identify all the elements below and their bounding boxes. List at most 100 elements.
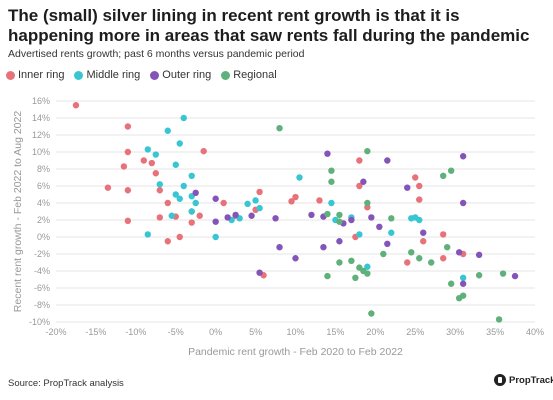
point-regional[interactable] — [352, 274, 359, 281]
point-regional[interactable] — [443, 244, 451, 251]
point-middle-ring[interactable] — [188, 208, 195, 215]
point-middle-ring[interactable] — [168, 212, 175, 219]
point-outer-ring[interactable] — [212, 218, 219, 225]
legend-item-outer-ring[interactable]: Outer ring — [150, 69, 211, 81]
point-inner-ring[interactable] — [176, 233, 183, 241]
point-middle-ring[interactable] — [172, 191, 179, 198]
point-regional[interactable] — [364, 199, 371, 207]
point-outer-ring[interactable] — [384, 157, 391, 164]
point-inner-ring[interactable] — [196, 212, 203, 219]
point-middle-ring[interactable] — [176, 195, 183, 202]
legend-item-regional[interactable]: Regional — [221, 69, 277, 81]
point-middle-ring[interactable] — [180, 182, 187, 190]
point-middle-ring[interactable] — [252, 197, 259, 204]
point-inner-ring[interactable] — [220, 199, 227, 207]
point-middle-ring[interactable] — [156, 181, 163, 188]
point-inner-ring[interactable] — [316, 197, 323, 204]
point-regional[interactable] — [428, 259, 435, 266]
point-regional[interactable] — [368, 310, 375, 317]
point-regional[interactable] — [447, 167, 455, 174]
point-middle-ring[interactable] — [152, 151, 159, 158]
point-middle-ring[interactable] — [144, 231, 152, 238]
point-regional[interactable] — [348, 257, 355, 264]
point-inner-ring[interactable] — [256, 188, 263, 196]
point-middle-ring[interactable] — [176, 140, 183, 147]
point-middle-ring[interactable] — [256, 204, 263, 212]
point-outer-ring[interactable] — [368, 214, 375, 221]
point-regional[interactable] — [475, 272, 483, 279]
point-inner-ring[interactable] — [124, 148, 132, 156]
point-inner-ring[interactable] — [356, 157, 363, 164]
point-middle-ring[interactable] — [244, 200, 251, 208]
point-regional[interactable] — [328, 167, 335, 174]
point-outer-ring[interactable] — [511, 272, 519, 280]
point-outer-ring[interactable] — [224, 214, 231, 221]
point-outer-ring[interactable] — [404, 184, 411, 191]
point-outer-ring[interactable] — [348, 216, 355, 224]
point-outer-ring[interactable] — [420, 229, 427, 236]
point-inner-ring[interactable] — [288, 198, 295, 205]
point-middle-ring[interactable] — [416, 216, 423, 224]
point-inner-ring[interactable] — [152, 170, 159, 177]
point-outer-ring[interactable] — [459, 280, 467, 287]
point-middle-ring[interactable] — [328, 199, 335, 207]
point-inner-ring[interactable] — [439, 255, 447, 262]
point-middle-ring[interactable] — [164, 127, 171, 134]
point-inner-ring[interactable] — [412, 174, 419, 181]
point-inner-ring[interactable] — [148, 159, 155, 167]
point-inner-ring[interactable] — [156, 214, 163, 221]
point-inner-ring[interactable] — [72, 102, 80, 109]
point-outer-ring[interactable] — [384, 240, 391, 247]
point-inner-ring[interactable] — [416, 196, 423, 203]
point-inner-ring[interactable] — [156, 187, 163, 194]
point-regional[interactable] — [336, 218, 343, 225]
point-outer-ring[interactable] — [459, 199, 467, 207]
point-outer-ring[interactable] — [308, 211, 315, 219]
point-inner-ring[interactable] — [404, 259, 411, 266]
point-regional[interactable] — [439, 172, 447, 179]
point-regional[interactable] — [499, 270, 507, 277]
point-inner-ring[interactable] — [200, 147, 207, 155]
point-inner-ring[interactable] — [124, 187, 132, 194]
point-regional[interactable] — [328, 178, 335, 185]
point-outer-ring[interactable] — [336, 238, 343, 245]
point-middle-ring[interactable] — [172, 161, 179, 168]
point-regional[interactable] — [364, 270, 371, 277]
point-regional[interactable] — [416, 255, 423, 262]
point-outer-ring[interactable] — [475, 251, 483, 259]
point-inner-ring[interactable] — [120, 163, 128, 170]
point-middle-ring[interactable] — [192, 199, 199, 207]
point-outer-ring[interactable] — [360, 178, 367, 185]
point-regional[interactable] — [408, 249, 415, 256]
point-outer-ring[interactable] — [459, 153, 467, 160]
point-middle-ring[interactable] — [180, 114, 187, 122]
legend-item-inner-ring[interactable]: Inner ring — [6, 69, 64, 81]
point-outer-ring[interactable] — [455, 249, 463, 256]
point-middle-ring[interactable] — [459, 274, 467, 281]
point-regional[interactable] — [364, 147, 371, 155]
point-inner-ring[interactable] — [292, 193, 299, 201]
point-outer-ring[interactable] — [320, 244, 327, 251]
point-regional[interactable] — [380, 250, 387, 258]
point-outer-ring[interactable] — [324, 150, 331, 157]
point-inner-ring[interactable] — [124, 217, 132, 225]
point-regional[interactable] — [388, 215, 395, 222]
point-regional[interactable] — [336, 211, 343, 219]
point-regional[interactable] — [459, 292, 467, 299]
point-outer-ring[interactable] — [212, 195, 219, 202]
point-regional[interactable] — [324, 210, 331, 218]
point-inner-ring[interactable] — [164, 238, 171, 245]
point-inner-ring[interactable] — [420, 238, 427, 245]
point-inner-ring[interactable] — [164, 199, 171, 207]
point-inner-ring[interactable] — [416, 182, 423, 190]
point-inner-ring[interactable] — [140, 157, 148, 164]
point-middle-ring[interactable] — [212, 233, 219, 241]
point-regional[interactable] — [447, 280, 455, 287]
point-inner-ring[interactable] — [356, 182, 363, 190]
point-outer-ring[interactable] — [256, 269, 263, 276]
point-outer-ring[interactable] — [376, 223, 383, 230]
point-outer-ring[interactable] — [292, 255, 299, 262]
point-inner-ring[interactable] — [124, 123, 132, 130]
point-outer-ring[interactable] — [192, 189, 199, 196]
point-regional[interactable] — [276, 125, 283, 132]
